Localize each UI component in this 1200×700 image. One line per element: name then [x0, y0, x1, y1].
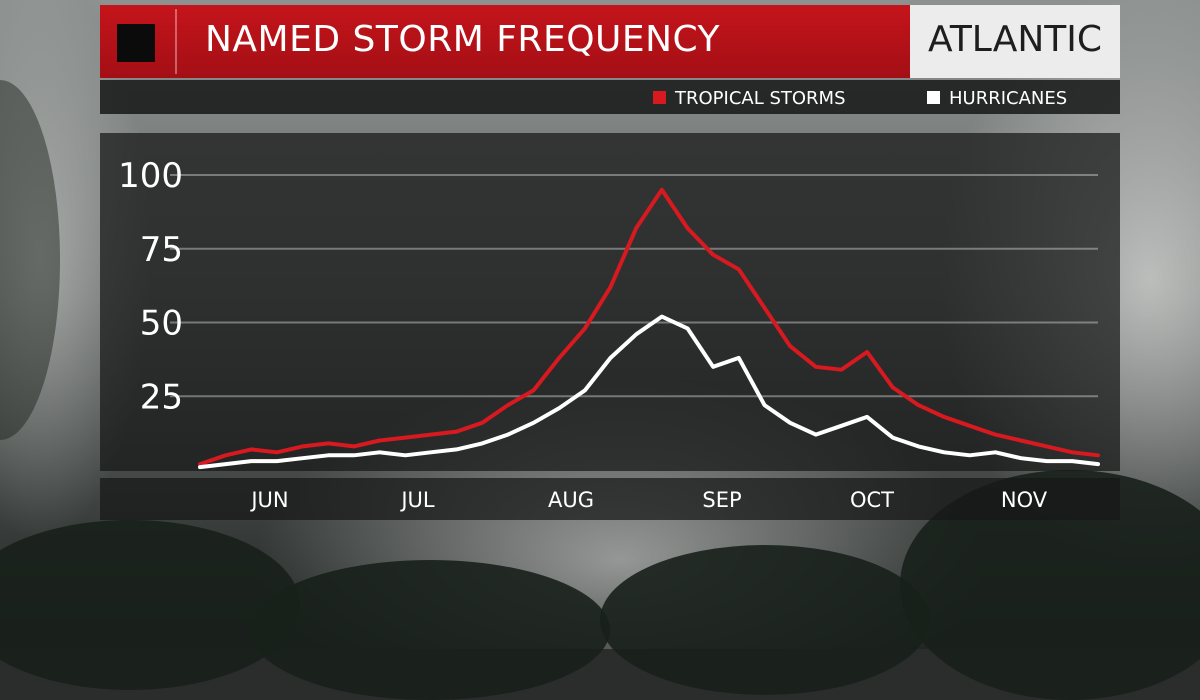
legend: TROPICAL STORMS HURRICANES [100, 80, 1120, 114]
series-line-tropical-storms [198, 187, 1100, 467]
x-tick-label: OCT [850, 488, 894, 512]
x-axis-bar [100, 478, 1120, 520]
legend-swatch-icon [653, 91, 666, 104]
x-tick-label: JUN [249, 488, 288, 512]
plot-area [100, 133, 1120, 471]
region-label: ATLANTIC [927, 19, 1102, 60]
logo-square-icon [117, 24, 155, 62]
x-tick-label: JUL [399, 488, 435, 512]
x-tick-label: AUG [548, 488, 594, 512]
divider [175, 9, 177, 74]
chart-title: NAMED STORM FREQUENCY [205, 19, 721, 60]
legend-label: TROPICAL STORMS [675, 88, 846, 109]
y-tick-label: 75 [140, 230, 183, 270]
x-tick-label: NOV [1001, 488, 1048, 512]
legend-swatch-icon [927, 91, 940, 104]
title-bar: NAMED STORM FREQUENCY [100, 5, 910, 78]
line-chart: 25 50 75 100 JUN JUL AUG SEP OCT NOV [118, 156, 1100, 512]
y-tick-label: 50 [140, 304, 183, 344]
series-line-hurricanes [198, 314, 1100, 470]
x-tick-label: SEP [702, 488, 741, 512]
legend-label: HURRICANES [949, 88, 1068, 109]
region-box: ATLANTIC [910, 5, 1120, 78]
y-tick-label: 25 [140, 377, 183, 417]
chart-header: NAMED STORM FREQUENCY ATLANTIC [100, 5, 1120, 78]
y-tick-label: 100 [118, 156, 183, 196]
